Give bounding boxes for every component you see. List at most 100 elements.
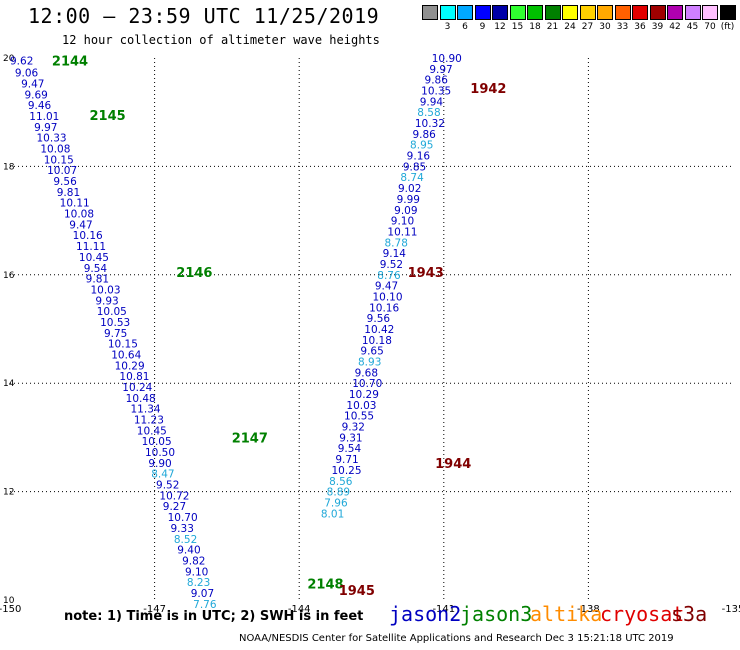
pass-time-label: 2145 (90, 109, 126, 124)
wave-height-point: 9.94 (420, 96, 444, 108)
wave-height-point: 8.56 (329, 476, 353, 488)
wave-height-point: 11.11 (76, 241, 106, 253)
wave-height-point: 9.27 (163, 501, 186, 513)
wave-height-point: 9.93 (95, 295, 118, 307)
chart-title: 12:00 – 23:59 UTC 11/25/2019 (28, 4, 380, 28)
wave-height-point: 9.56 (53, 176, 77, 188)
wave-height-point: 10.32 (415, 118, 445, 130)
wave-height-point: 9.69 (24, 89, 47, 101)
legend-item-cryosat: cryosat (600, 602, 685, 626)
scale-swatch (719, 5, 736, 20)
wave-height-point: 10.16 (369, 302, 399, 314)
wave-height-point: 9.31 (339, 432, 362, 444)
wave-height-point: 9.86 (425, 75, 449, 87)
wave-height-point: 8.74 (400, 172, 424, 184)
wave-height-point: 8.95 (410, 140, 433, 152)
wave-height-point: 10.70 (352, 378, 382, 390)
wave-height-point: 10.45 (79, 252, 109, 264)
wave-height-point: 9.90 (148, 458, 171, 470)
wave-height-point: 9.14 (383, 248, 407, 260)
wave-height-point: 10.05 (142, 436, 172, 448)
wave-height-point: 10.03 (346, 400, 376, 412)
wave-height-point: 10.70 (168, 512, 198, 524)
scale-swatch (527, 5, 543, 20)
wave-height-point: 9.10 (185, 566, 208, 578)
wave-height-point: 9.99 (397, 194, 420, 206)
wave-height-point: 10.42 (364, 324, 394, 336)
x-tick-label: -135 (722, 604, 740, 615)
wave-height-point: 10.08 (40, 144, 70, 156)
legend-item-altika: altika (530, 602, 603, 626)
wave-height-point: 9.81 (86, 274, 109, 286)
wave-height-point: 9.46 (28, 100, 52, 112)
scale-swatch (632, 5, 648, 20)
scale-label: 27 (581, 22, 594, 32)
wave-height-point: 9.75 (104, 328, 127, 340)
wave-height-point: 9.85 (403, 161, 426, 173)
wave-height-point: 8.93 (358, 357, 381, 369)
wave-height-point: 11.34 (131, 404, 161, 416)
x-tick-label: -144 (288, 604, 311, 615)
pass-time-label: 1943 (408, 266, 444, 281)
wave-height-point: 10.07 (47, 165, 77, 177)
scale-label: 3 (444, 22, 451, 32)
x-tick-label: -147 (143, 604, 166, 615)
wave-height-point: 8.89 (327, 487, 350, 499)
wave-height-point: 9.54 (84, 263, 108, 275)
pass-time-label: 2144 (52, 55, 88, 70)
scale-swatch (614, 5, 631, 20)
wave-height-point: 10.53 (100, 317, 130, 329)
wave-height-point: 9.52 (380, 259, 403, 271)
wave-height-point: 9.47 (69, 219, 92, 231)
note-text: note: 1) Time is in UTC; 2) SWH is in fe… (64, 609, 364, 624)
wave-height-point: 9.10 (391, 216, 414, 228)
wave-height-point: 9.09 (394, 205, 417, 217)
wave-height-point: 10.55 (344, 411, 374, 423)
wave-height-point: 10.25 (331, 465, 361, 477)
wave-height-point: 7.96 (324, 497, 348, 509)
wave-height-point: 9.68 (355, 367, 378, 379)
scale-swatch (579, 5, 596, 20)
scale-swatch (439, 5, 456, 20)
scale-label: 36 (634, 22, 646, 32)
scale-swatch (492, 5, 508, 20)
wave-height-point: 9.82 (182, 555, 205, 567)
scale-swatch (597, 5, 613, 20)
wave-height-point: 9.06 (15, 68, 39, 80)
y-tick-label: 18 (3, 162, 15, 172)
wave-height-point: 8.01 (321, 508, 344, 520)
scale-label: 18 (529, 22, 541, 32)
y-tick-label: 20 (3, 54, 15, 64)
wave-height-point: 10.29 (349, 389, 379, 401)
legend-item-jason3: jason3 (460, 602, 533, 626)
wave-height-point: 10.08 (64, 209, 94, 221)
scale-swatch (667, 5, 683, 20)
wave-height-point: 9.97 (429, 64, 452, 76)
scale-swatch (474, 5, 491, 20)
pass-time-label: 2147 (232, 431, 268, 446)
wave-height-point: 10.24 (122, 382, 152, 394)
wave-height-point: 10.81 (119, 371, 149, 383)
x-tick-label: -138 (577, 604, 600, 615)
legend-item-s3a: s3a (671, 602, 708, 626)
wave-height-point: 7.76 (193, 599, 217, 611)
y-tick-label: 14 (3, 379, 15, 389)
scale-label: 39 (651, 22, 664, 32)
wave-height-point: 9.33 (171, 523, 194, 535)
wave-height-point: 10.15 (44, 154, 74, 166)
wave-height-point: 11.23 (134, 415, 164, 427)
wave-height-point: 8.47 (151, 469, 174, 481)
scale-label: 12 (494, 22, 506, 32)
scale-swatch (702, 5, 718, 20)
wave-height-point: 9.47 (375, 281, 398, 293)
scale-label: 30 (599, 22, 611, 32)
wave-height-point: 9.54 (338, 443, 362, 455)
scale-swatch (457, 5, 473, 20)
wave-height-point: 10.11 (387, 226, 417, 238)
wave-height-point: 9.40 (177, 545, 200, 557)
wave-height-point: 11.01 (29, 111, 59, 123)
wave-height-point: 10.48 (126, 393, 156, 405)
wave-height-point: 10.45 (137, 425, 167, 437)
wave-height-point: 8.58 (417, 107, 440, 119)
